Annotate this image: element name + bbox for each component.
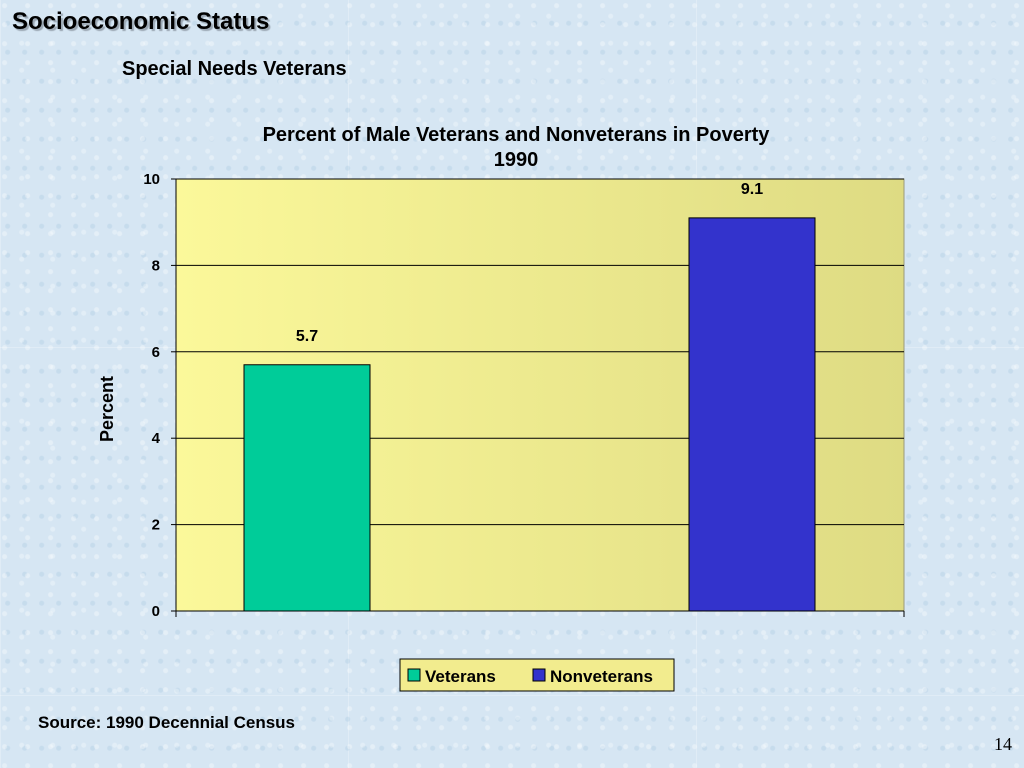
legend-swatch-nonveterans xyxy=(532,668,546,682)
legend-label-veterans: Veterans xyxy=(425,667,496,686)
y-tick-label: 10 xyxy=(143,171,160,188)
bar-nonveterans xyxy=(688,217,816,612)
data-label: 9.1 xyxy=(741,181,763,198)
y-axis-label: Percent xyxy=(97,376,117,442)
chart-title-line: 1990 xyxy=(494,149,539,171)
y-tick-label: 0 xyxy=(152,603,160,620)
legend-label-nonveterans: Nonveterans xyxy=(550,667,653,686)
slide-title: Socioeconomic Status xyxy=(12,8,270,35)
chart-title-line: Percent of Male Veterans and Nonveterans… xyxy=(263,124,771,146)
y-tick-label: 4 xyxy=(152,430,161,447)
legend-swatch-veterans xyxy=(407,668,421,682)
bar-veterans xyxy=(243,364,371,612)
poverty-bar-chart: Percent of Male Veterans and Nonveterans… xyxy=(97,124,905,692)
source-note: Source: 1990 Decennial Census xyxy=(38,713,296,732)
slide-subtitle: Special Needs Veterans xyxy=(122,58,347,80)
y-tick-label: 8 xyxy=(152,257,160,274)
page-number: 14 xyxy=(994,734,1012,754)
y-tick-label: 6 xyxy=(152,344,160,361)
data-label: 5.7 xyxy=(296,328,318,345)
y-tick-label: 2 xyxy=(152,517,160,534)
